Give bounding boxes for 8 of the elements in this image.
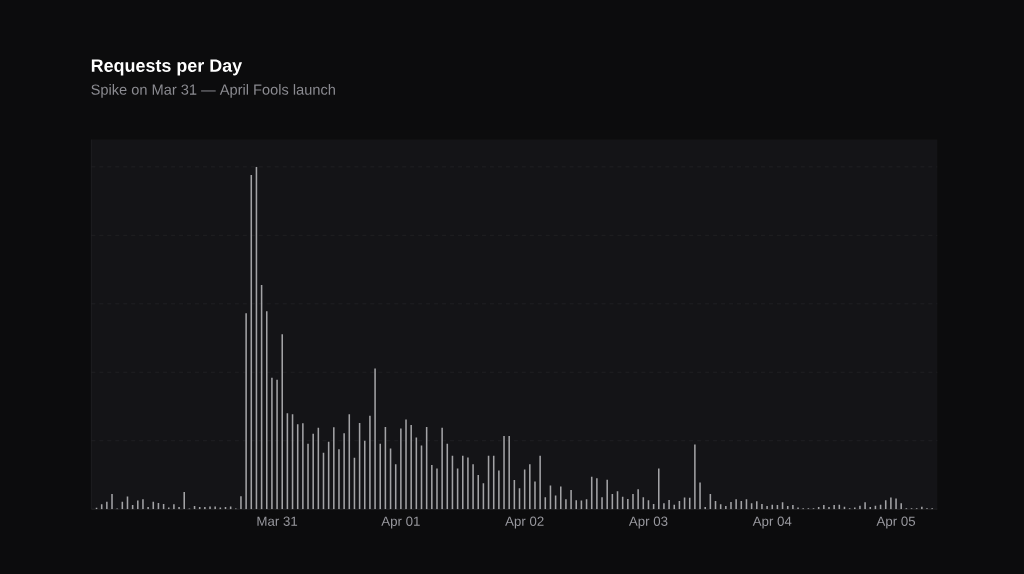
x-tick-label: Apr 03 <box>628 516 668 529</box>
chart-title: Requests per Day <box>91 59 243 76</box>
x-tick-label: Apr 01 <box>381 516 420 529</box>
x-tick-label: Apr 04 <box>752 516 792 529</box>
x-tick-label: Apr 02 <box>505 516 544 529</box>
x-tick-label: Mar 31 <box>257 516 298 526</box>
chart-subtitle: Spike on Mar 31 — April Fools launch <box>91 84 335 98</box>
x-tick-label: Apr 05 <box>876 516 916 529</box>
